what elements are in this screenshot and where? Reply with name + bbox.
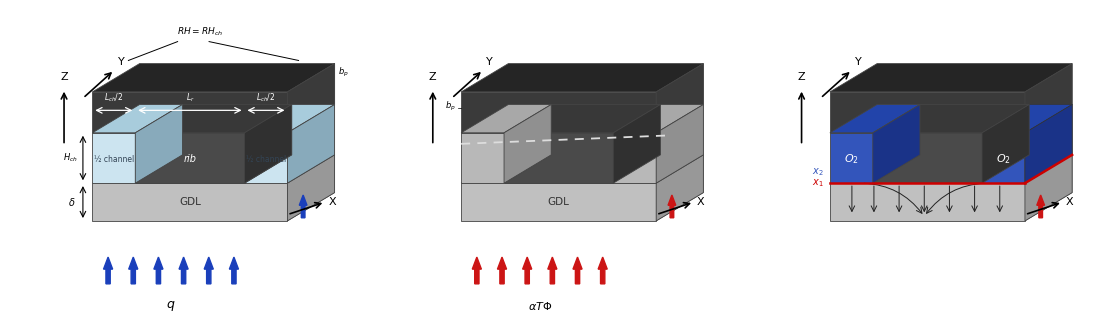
Polygon shape	[830, 64, 1072, 92]
Polygon shape	[1025, 105, 1072, 183]
Polygon shape	[830, 155, 1072, 183]
Text: X: X	[697, 197, 704, 207]
Polygon shape	[288, 64, 334, 133]
Polygon shape	[288, 64, 334, 133]
Text: $O_2$: $O_2$	[844, 152, 859, 166]
Polygon shape	[1025, 64, 1072, 221]
FancyArrow shape	[498, 257, 507, 284]
Polygon shape	[461, 155, 703, 183]
Text: $x_2$: $x_2$	[812, 166, 823, 178]
Polygon shape	[657, 105, 703, 183]
Text: $\alpha T\Phi$: $\alpha T\Phi$	[528, 300, 552, 312]
Text: $b_p$: $b_p$	[446, 100, 457, 113]
Text: GDL: GDL	[179, 197, 201, 207]
FancyArrow shape	[472, 257, 481, 284]
Text: $q$: $q$	[167, 299, 176, 313]
Polygon shape	[830, 105, 920, 133]
Polygon shape	[982, 105, 1072, 133]
Polygon shape	[657, 64, 703, 221]
Text: ½ channel: ½ channel	[93, 155, 134, 163]
FancyArrow shape	[598, 257, 608, 284]
Polygon shape	[657, 64, 703, 133]
Polygon shape	[461, 92, 657, 133]
Polygon shape	[461, 105, 551, 133]
Text: Z: Z	[60, 72, 68, 82]
Polygon shape	[873, 133, 982, 183]
Polygon shape	[244, 133, 288, 183]
Text: $O_2$: $O_2$	[997, 152, 1011, 166]
Polygon shape	[830, 183, 1025, 221]
Polygon shape	[136, 105, 182, 183]
Polygon shape	[288, 64, 334, 221]
Text: $H_{ch}$: $H_{ch}$	[63, 152, 78, 164]
Polygon shape	[504, 105, 660, 133]
Polygon shape	[461, 64, 703, 92]
Polygon shape	[461, 183, 657, 221]
Polygon shape	[136, 133, 244, 183]
Polygon shape	[873, 105, 920, 183]
Text: $RH = RH_{ch}$: $RH = RH_{ch}$	[177, 26, 222, 39]
FancyArrow shape	[1037, 195, 1044, 218]
Text: Y: Y	[118, 57, 124, 67]
Text: X: X	[329, 197, 336, 207]
FancyArrow shape	[179, 257, 188, 284]
Polygon shape	[92, 92, 288, 133]
Polygon shape	[504, 105, 551, 183]
Polygon shape	[613, 105, 703, 133]
Text: X: X	[1065, 197, 1073, 207]
Text: Y: Y	[487, 57, 493, 67]
Text: $L_r$: $L_r$	[186, 92, 194, 104]
Polygon shape	[982, 105, 1029, 183]
Text: GDL: GDL	[548, 197, 570, 207]
Polygon shape	[657, 155, 703, 221]
Text: Z: Z	[429, 72, 437, 82]
Polygon shape	[92, 64, 334, 92]
Polygon shape	[613, 105, 660, 183]
Polygon shape	[92, 155, 334, 183]
FancyArrow shape	[668, 195, 675, 218]
FancyArrow shape	[522, 257, 532, 284]
Polygon shape	[136, 105, 292, 133]
Polygon shape	[504, 133, 613, 183]
Polygon shape	[244, 105, 292, 183]
Text: rib: rib	[183, 154, 197, 164]
Text: $x_1$: $x_1$	[812, 177, 823, 189]
Polygon shape	[288, 105, 334, 183]
Text: $L_{ch}/2$: $L_{ch}/2$	[104, 92, 123, 104]
Text: ½ channel: ½ channel	[246, 155, 286, 163]
FancyArrow shape	[154, 257, 163, 284]
Polygon shape	[92, 133, 136, 183]
Polygon shape	[830, 133, 873, 183]
Polygon shape	[1025, 105, 1072, 183]
Polygon shape	[461, 133, 504, 183]
Polygon shape	[1025, 155, 1072, 221]
Polygon shape	[982, 133, 1025, 183]
Polygon shape	[830, 92, 1025, 133]
Polygon shape	[613, 133, 657, 183]
Text: Z: Z	[798, 72, 805, 82]
Polygon shape	[1025, 64, 1072, 133]
FancyArrow shape	[548, 257, 557, 284]
Text: Y: Y	[855, 57, 862, 67]
FancyArrow shape	[573, 257, 582, 284]
Polygon shape	[288, 155, 334, 221]
FancyArrow shape	[229, 257, 239, 284]
FancyArrow shape	[103, 257, 112, 284]
FancyArrow shape	[129, 257, 138, 284]
Polygon shape	[982, 105, 1072, 133]
Polygon shape	[244, 105, 292, 183]
Text: $b_p$: $b_p$	[338, 66, 349, 79]
Polygon shape	[92, 183, 288, 221]
FancyArrow shape	[299, 195, 307, 218]
Polygon shape	[244, 105, 334, 133]
Text: $\delta$: $\delta$	[68, 196, 76, 208]
Text: $L_{ch}/2$: $L_{ch}/2$	[257, 92, 276, 104]
FancyArrow shape	[204, 257, 213, 284]
Polygon shape	[873, 105, 1029, 133]
Polygon shape	[92, 105, 182, 133]
